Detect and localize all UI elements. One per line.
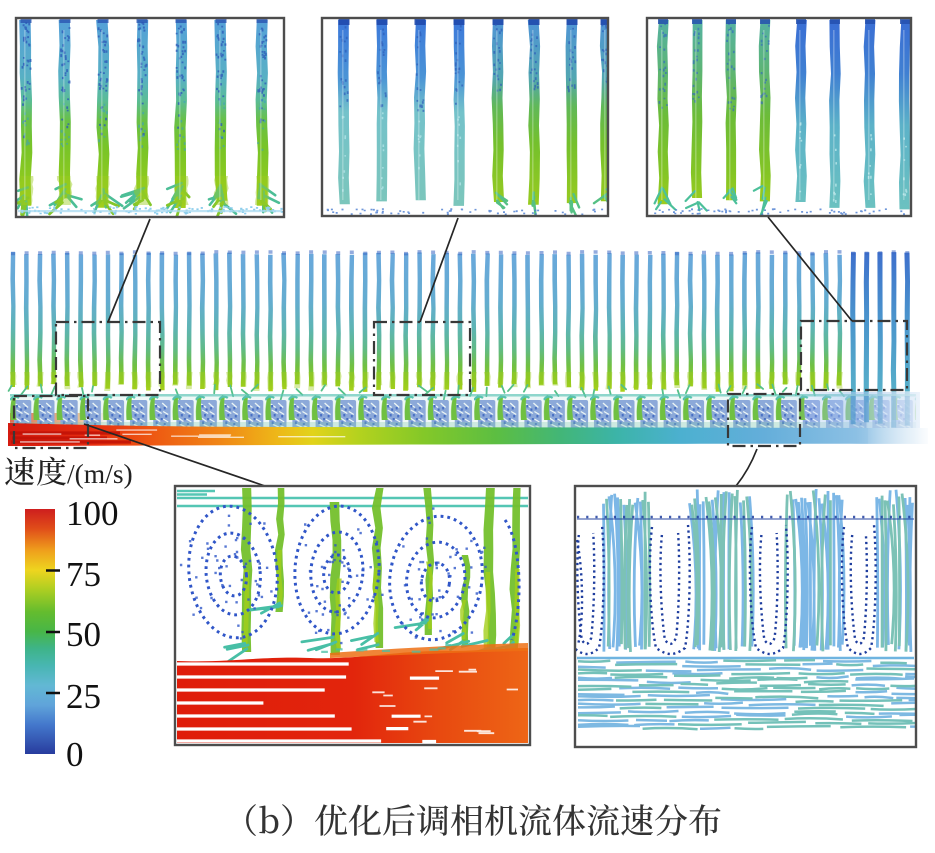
svg-text:25: 25 [66,677,101,716]
svg-text:50: 50 [66,615,101,654]
svg-text:/(m/s): /(m/s) [67,458,133,489]
svg-text:75: 75 [66,555,101,594]
svg-text:0: 0 [66,735,84,774]
svg-text:100: 100 [66,494,119,533]
